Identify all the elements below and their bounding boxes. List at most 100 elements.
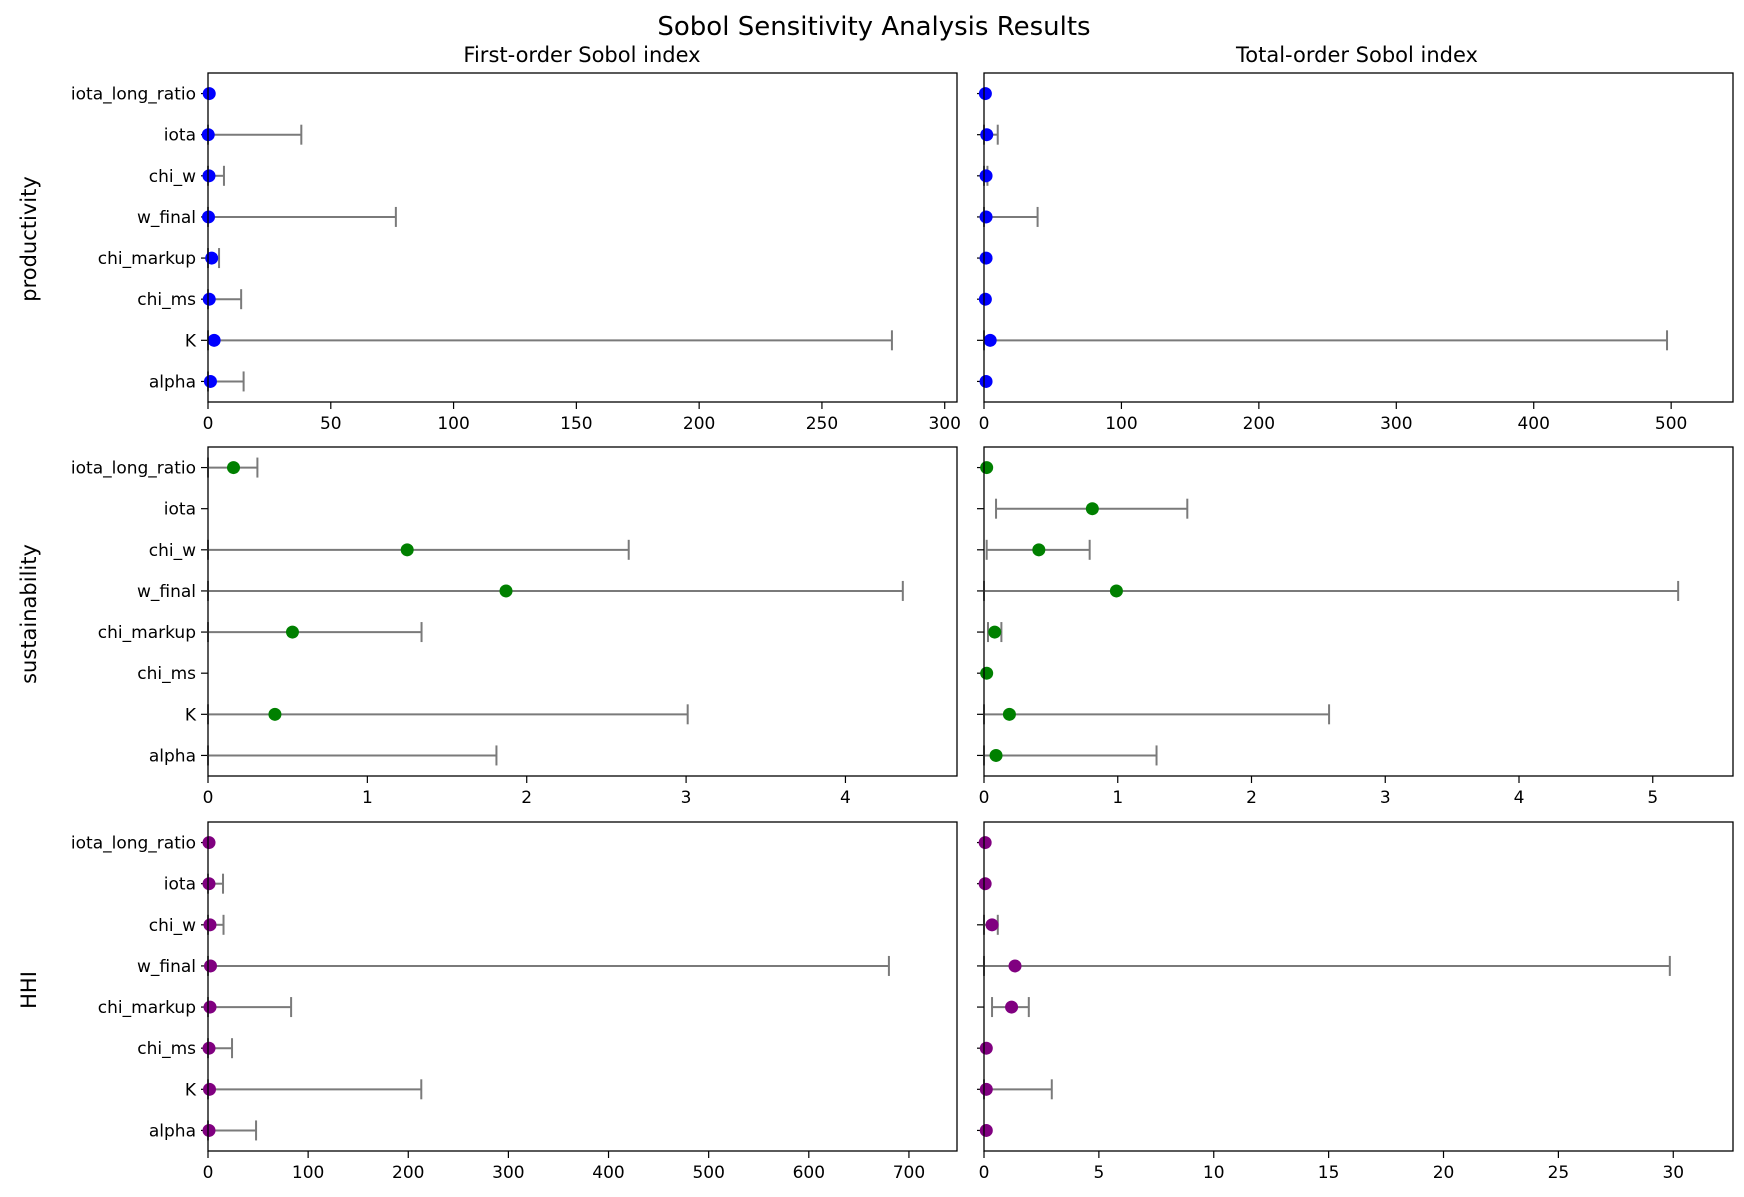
column-title-first-order: First-order Sobol index — [463, 43, 700, 67]
point-alpha — [979, 374, 993, 388]
point-chi_markup — [1005, 1000, 1019, 1014]
x-tick-label: 400 — [1517, 414, 1549, 434]
point-chi_ms — [978, 292, 992, 306]
y-tick-label: K — [185, 331, 197, 351]
point-chi_markup — [205, 251, 219, 265]
point-w_final — [204, 959, 218, 973]
x-tick-label: 30 — [1662, 1163, 1684, 1183]
y-tick-label: chi_ms — [137, 664, 196, 684]
point-chi_w — [203, 918, 217, 932]
x-tick-label: 0 — [979, 414, 990, 434]
point-iota_long_ratio — [202, 836, 216, 850]
axes-frame — [983, 72, 1734, 403]
point-alpha — [979, 1123, 993, 1137]
x-tick-label: 200 — [683, 414, 715, 434]
point-chi_ms — [980, 666, 994, 680]
x-tick-label: 200 — [392, 1163, 424, 1183]
x-tick-label: 15 — [1318, 1163, 1340, 1183]
x-tick-label: 3 — [1380, 788, 1391, 808]
point-chi_w — [1032, 543, 1046, 557]
point-K — [983, 333, 997, 347]
x-tick-label: 500 — [1655, 414, 1687, 434]
figure-title: Sobol Sensitivity Analysis Results — [657, 12, 1090, 42]
x-tick-label: 5 — [1093, 1163, 1104, 1183]
point-w_final — [1008, 959, 1022, 973]
point-chi_w — [400, 543, 414, 557]
x-tick-label: 0 — [979, 788, 990, 808]
axes-frame — [207, 446, 958, 777]
point-chi_markup — [988, 625, 1002, 639]
y-tick-label: chi_w — [149, 167, 196, 187]
point-alpha — [202, 1123, 216, 1137]
point-K — [1002, 707, 1016, 721]
point-iota_long_ratio — [978, 87, 992, 101]
point-w_final — [1109, 584, 1123, 598]
y-tick-label: iota — [164, 126, 196, 146]
x-tick-label: 0 — [203, 788, 214, 808]
y-tick-label: w_final — [137, 582, 196, 602]
point-iota — [202, 877, 216, 891]
axes-frame — [983, 446, 1734, 777]
point-iota — [980, 128, 994, 142]
point-chi_markup — [979, 251, 993, 265]
x-tick-label: 50 — [320, 414, 342, 434]
x-tick-label: 300 — [492, 1163, 524, 1183]
point-chi_markup — [203, 1000, 217, 1014]
point-w_final — [499, 584, 513, 598]
axes-frame — [207, 72, 958, 403]
row-label-sustainability: sustainability — [17, 544, 41, 684]
x-tick-label: 5 — [1647, 788, 1658, 808]
x-tick-label: 0 — [979, 1163, 990, 1183]
row-label-hhi: HHI — [17, 971, 41, 1009]
y-tick-label: w_final — [137, 208, 196, 228]
row-label-productivity: productivity — [17, 176, 41, 302]
point-iota_long_ratio — [226, 461, 240, 475]
point-iota_long_ratio — [202, 87, 216, 101]
point-K — [979, 1082, 993, 1096]
point-iota_long_ratio — [980, 461, 994, 475]
y-tick-label: iota_long_ratio — [71, 85, 196, 105]
panel-hhi-total-order: 0 5 10 15 20 25 30 — [977, 821, 1734, 1183]
y-tick-label: chi_w — [149, 916, 196, 936]
point-chi_w — [202, 169, 216, 183]
x-tick-label: 700 — [893, 1163, 925, 1183]
x-tick-label: 100 — [1105, 414, 1137, 434]
point-chi_ms — [979, 1041, 993, 1055]
y-tick-label: chi_w — [149, 541, 196, 561]
x-tick-label: 0 — [203, 1163, 214, 1183]
x-tick-label: 100 — [437, 414, 469, 434]
point-K — [268, 707, 282, 721]
point-chi_markup — [285, 625, 299, 639]
x-tick-label: 0 — [203, 414, 214, 434]
point-iota — [1085, 502, 1099, 516]
x-tick-label: 1 — [362, 788, 373, 808]
point-iota_long_ratio — [978, 836, 992, 850]
point-chi_w — [985, 918, 999, 932]
x-tick-label: 400 — [592, 1163, 624, 1183]
y-tick-label: chi_markup — [98, 249, 196, 269]
x-tick-label: 10 — [1203, 1163, 1225, 1183]
x-tick-label: 2 — [1246, 788, 1257, 808]
point-w_final — [979, 210, 993, 224]
x-tick-label: 100 — [292, 1163, 324, 1183]
x-tick-label: 250 — [806, 414, 838, 434]
x-tick-label: 4 — [840, 788, 851, 808]
point-alpha — [989, 748, 1003, 762]
point-chi_ms — [202, 292, 216, 306]
x-tick-label: 300 — [1380, 414, 1412, 434]
y-tick-label: K — [185, 1080, 197, 1100]
y-tick-label: iota_long_ratio — [71, 834, 196, 854]
column-title-total-order: Total-order Sobol index — [1235, 43, 1478, 67]
y-tick-label: alpha — [149, 1121, 196, 1141]
panel-sustainability-total-order: 0 1 2 3 4 5 — [977, 446, 1734, 808]
x-tick-label: 150 — [560, 414, 592, 434]
point-chi_ms — [202, 1041, 216, 1055]
x-tick-label: 20 — [1433, 1163, 1455, 1183]
y-tick-label: alpha — [149, 372, 196, 392]
y-tick-label: chi_ms — [137, 290, 196, 310]
